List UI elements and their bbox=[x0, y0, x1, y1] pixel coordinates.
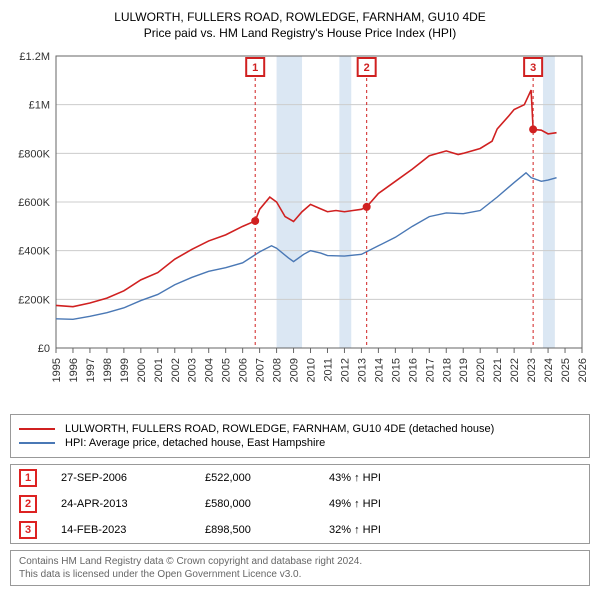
legend-label: LULWORTH, FULLERS ROAD, ROWLEDGE, FARNHA… bbox=[65, 423, 494, 435]
svg-text:2007: 2007 bbox=[255, 358, 267, 382]
sale-marker-icon: 2 bbox=[19, 495, 37, 513]
svg-text:2016: 2016 bbox=[407, 358, 419, 382]
svg-text:£1M: £1M bbox=[29, 100, 50, 112]
sale-marker-icon: 3 bbox=[19, 521, 37, 539]
svg-text:2011: 2011 bbox=[322, 358, 334, 382]
svg-text:2009: 2009 bbox=[289, 358, 301, 382]
sales-row: 1 27-SEP-2006 £522,000 43% ↑ HPI bbox=[11, 465, 589, 491]
legend-row: LULWORTH, FULLERS ROAD, ROWLEDGE, FARNHA… bbox=[19, 423, 581, 435]
svg-text:2024: 2024 bbox=[543, 358, 555, 382]
svg-text:2012: 2012 bbox=[339, 358, 351, 382]
svg-text:2000: 2000 bbox=[136, 358, 148, 382]
svg-text:2026: 2026 bbox=[577, 358, 589, 382]
sale-date: 24-APR-2013 bbox=[61, 498, 181, 510]
sale-price: £898,500 bbox=[205, 524, 305, 536]
svg-text:2018: 2018 bbox=[441, 358, 453, 382]
svg-text:1999: 1999 bbox=[119, 358, 131, 382]
svg-text:3: 3 bbox=[530, 62, 536, 74]
svg-text:2001: 2001 bbox=[153, 358, 165, 382]
svg-text:2014: 2014 bbox=[373, 358, 385, 382]
svg-text:2: 2 bbox=[364, 62, 370, 74]
svg-text:1997: 1997 bbox=[85, 358, 97, 382]
chart-container: LULWORTH, FULLERS ROAD, ROWLEDGE, FARNHA… bbox=[0, 0, 600, 592]
sale-marker-icon: 1 bbox=[19, 469, 37, 487]
legend-swatch-property bbox=[19, 428, 55, 430]
svg-text:1995: 1995 bbox=[51, 358, 63, 382]
sale-diff: 49% ↑ HPI bbox=[329, 498, 449, 510]
sale-date: 14-FEB-2023 bbox=[61, 524, 181, 536]
svg-text:2003: 2003 bbox=[187, 358, 199, 382]
svg-text:2023: 2023 bbox=[526, 358, 538, 382]
svg-text:1996: 1996 bbox=[68, 358, 80, 382]
legend-label: HPI: Average price, detached house, East… bbox=[65, 437, 325, 449]
svg-text:2005: 2005 bbox=[221, 358, 233, 382]
svg-text:£400K: £400K bbox=[18, 246, 50, 258]
chart-svg: £0 £200K £400K £600K £800K £1M £1.2M 1995 1996 19… bbox=[10, 48, 590, 408]
svg-text:£200K: £200K bbox=[18, 294, 50, 306]
sales-table: 1 27-SEP-2006 £522,000 43% ↑ HPI 2 24-AP… bbox=[10, 464, 590, 544]
svg-text:2025: 2025 bbox=[560, 358, 572, 382]
sale-diff: 32% ↑ HPI bbox=[329, 524, 449, 536]
svg-text:2017: 2017 bbox=[424, 358, 436, 382]
legend: LULWORTH, FULLERS ROAD, ROWLEDGE, FARNHA… bbox=[10, 414, 590, 458]
chart-title: LULWORTH, FULLERS ROAD, ROWLEDGE, FARNHA… bbox=[10, 10, 590, 24]
svg-text:2006: 2006 bbox=[238, 358, 250, 382]
sale-date: 27-SEP-2006 bbox=[61, 472, 181, 484]
svg-text:£0: £0 bbox=[38, 343, 50, 355]
attribution-line: Contains HM Land Registry data © Crown c… bbox=[19, 555, 581, 568]
svg-text:£1.2M: £1.2M bbox=[19, 51, 50, 63]
sale-price: £580,000 bbox=[205, 498, 305, 510]
svg-text:1: 1 bbox=[252, 62, 258, 74]
svg-text:2013: 2013 bbox=[356, 358, 368, 382]
legend-row: HPI: Average price, detached house, East… bbox=[19, 437, 581, 449]
legend-swatch-hpi bbox=[19, 442, 55, 444]
sales-row: 3 14-FEB-2023 £898,500 32% ↑ HPI bbox=[11, 517, 589, 543]
svg-text:2002: 2002 bbox=[170, 358, 182, 382]
sales-row: 2 24-APR-2013 £580,000 49% ↑ HPI bbox=[11, 491, 589, 517]
svg-text:1998: 1998 bbox=[102, 358, 114, 382]
svg-text:2010: 2010 bbox=[306, 358, 318, 382]
svg-text:£800K: £800K bbox=[18, 148, 50, 160]
sale-price: £522,000 bbox=[205, 472, 305, 484]
svg-text:2019: 2019 bbox=[458, 358, 470, 382]
svg-text:2022: 2022 bbox=[509, 358, 521, 382]
svg-text:2008: 2008 bbox=[272, 358, 284, 382]
svg-text:2015: 2015 bbox=[390, 358, 402, 382]
svg-text:2021: 2021 bbox=[492, 358, 504, 382]
svg-text:2020: 2020 bbox=[475, 358, 487, 382]
attribution-line: This data is licensed under the Open Gov… bbox=[19, 568, 581, 581]
svg-text:2004: 2004 bbox=[204, 358, 216, 382]
svg-text:£600K: £600K bbox=[18, 197, 50, 209]
chart-plot: £0 £200K £400K £600K £800K £1M £1.2M 1995 1996 19… bbox=[10, 48, 590, 408]
chart-subtitle: Price paid vs. HM Land Registry's House … bbox=[10, 26, 590, 40]
attribution: Contains HM Land Registry data © Crown c… bbox=[10, 550, 590, 586]
sale-diff: 43% ↑ HPI bbox=[329, 472, 449, 484]
